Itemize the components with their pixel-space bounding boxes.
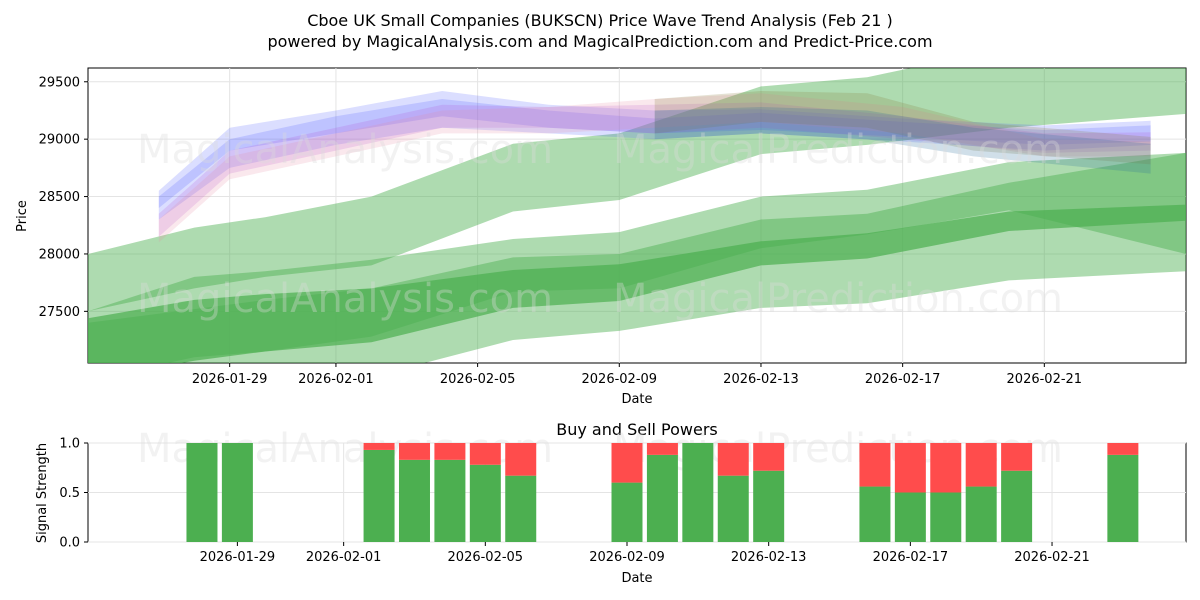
wave-band [158,102,1151,237]
price-x-ticks: 2026-01-29 2026-02-01 2026-02-05 2026-02-09… [192,363,1082,387]
price-x-tick-label: 2026-02-17 [865,372,941,387]
watermark-analysis-top: MagicalAnalysis.com [137,127,553,173]
price-y-tick-label: 28500 [39,190,80,205]
buy-bar [611,482,643,542]
price-bands [88,68,1186,363]
buy-bar [221,443,253,542]
buy-bar [1001,470,1033,542]
price-chart: MagicalAnalysis.com MagicalPrediction.co… [15,67,1187,407]
signal-x-tick-label: 2026-02-05 [448,550,524,565]
price-waves [158,91,1151,243]
price-x-axis-label: Date [621,392,652,407]
price-x-tick-label: 2026-02-09 [582,372,658,387]
buy-bar [717,475,749,542]
signal-y-tick-label: 1.0 [59,437,80,452]
buy-bar [505,475,537,542]
sell-bar [930,443,962,493]
buy-bar [434,459,466,542]
buy-bar [646,454,678,542]
buy-bar [469,464,501,542]
sell-bar [753,443,785,471]
signal-x-axis-label: Date [621,571,652,586]
buy-bar [894,492,926,542]
chart-title: Cboe UK Small Companies (BUKSCN) Price W… [307,11,893,30]
sell-bar [894,443,926,493]
sell-bar [469,443,501,465]
signal-y-tick-label: 0.0 [59,536,80,551]
signal-x-tick-label: 2026-02-09 [589,550,665,565]
signal-bars [186,443,1139,542]
price-y-ticks: 27500 28000 28500 29000 29500 [39,75,88,320]
price-y-tick-label: 27500 [39,305,80,320]
sell-bar [717,443,749,476]
signal-x-ticks: 2026-01-29 2026-02-01 2026-02-05 2026-02-09… [200,542,1090,565]
trend-band [88,204,1186,363]
sell-bar [434,443,466,460]
buy-bar [930,492,962,542]
price-y-tick-label: 28000 [39,247,80,262]
signal-y-ticks: 0.0 0.5 1.0 [59,437,88,551]
price-y-tick-label: 29000 [39,133,80,148]
sell-bar [965,443,997,487]
sell-bar [611,443,643,483]
price-y-tick-label: 29500 [39,75,80,90]
buy-bar [398,459,430,542]
signal-x-tick-label: 2026-02-01 [306,550,382,565]
sell-bar [505,443,537,476]
signal-y-axis-label: Signal Strength [35,443,50,543]
trend-band [88,68,1186,312]
signal-x-tick-label: 2026-02-17 [873,550,949,565]
price-x-tick-label: 2026-02-05 [440,372,516,387]
sell-bar [1107,443,1139,455]
wave-band [158,91,1151,208]
price-x-tick-label: 2026-01-29 [192,372,268,387]
price-x-tick-label: 2026-02-13 [723,372,799,387]
buy-bar [363,449,395,542]
wave-band [158,99,1151,220]
buy-bar [1107,454,1139,542]
sell-bar [859,443,891,487]
buy-bar [753,470,785,542]
buy-bar [965,486,997,542]
chart-subtitle: powered by MagicalAnalysis.com and Magic… [267,32,932,51]
buy-bar [682,443,714,542]
signal-x-tick-label: 2026-02-21 [1014,550,1090,565]
buy-bar [186,443,218,542]
wave-band [654,91,1151,165]
signal-chart: Buy and Sell Powers MagicalAnalysis.com … [35,420,1187,586]
price-x-tick-label: 2026-02-21 [1007,372,1083,387]
signal-y-tick-label: 0.5 [59,486,80,501]
sell-bar [1001,443,1033,471]
price-x-tick-label: 2026-02-01 [298,372,374,387]
signal-x-tick-label: 2026-02-13 [731,550,807,565]
price-y-axis-label: Price [15,200,30,232]
watermark-prediction-top: MagicalPrediction.com [613,127,1063,173]
watermark-analysis-mid: MagicalAnalysis.com [137,276,553,322]
watermark-prediction-mid: MagicalPrediction.com [613,276,1063,322]
sell-bar [646,443,678,455]
signal-chart-title: Buy and Sell Powers [556,420,718,439]
wave-band [654,107,1151,174]
buy-bar [859,486,891,542]
sell-bar [363,443,395,450]
wave-band [158,93,1151,243]
signal-x-tick-label: 2026-01-29 [200,550,276,565]
sell-bar [398,443,430,460]
